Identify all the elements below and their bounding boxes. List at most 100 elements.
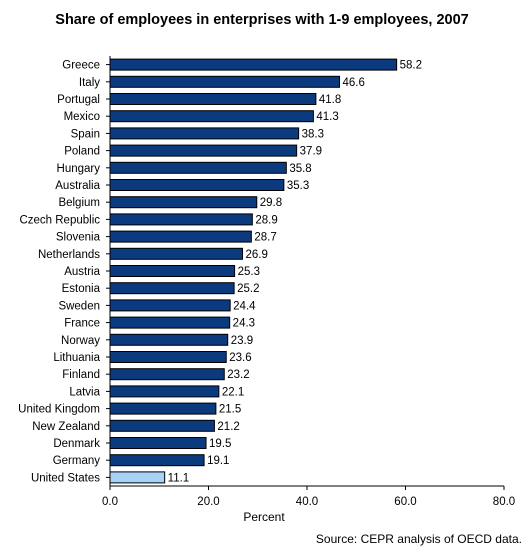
x-axis-label: Percent: [243, 510, 285, 524]
bar: [109, 471, 166, 484]
value-label: 35.8: [289, 163, 311, 175]
bar-group: United States 11.1: [31, 471, 190, 484]
bar-group: Poland 37.9: [64, 144, 322, 158]
bar-group: Belgium 29.8: [58, 196, 282, 209]
bar-group: Netherlands 26.9: [38, 247, 268, 261]
value-label: 23.6: [229, 352, 251, 364]
bar-group: Czech Republic 28.9: [19, 213, 278, 226]
bar-group: New Zealand 21.2: [32, 419, 240, 433]
value-label: 58.2: [400, 60, 422, 72]
bar: [109, 282, 235, 295]
bar: [109, 247, 243, 260]
value-label: 19.5: [209, 438, 231, 450]
category-label: Mexico: [64, 111, 100, 123]
category-label: Belgium: [58, 197, 100, 209]
category-label: Italy: [79, 77, 100, 89]
category-label: Germany: [53, 455, 101, 467]
bar: [109, 402, 217, 415]
value-label: 11.1: [168, 472, 190, 484]
value-label: 41.8: [319, 94, 341, 106]
bar-group: Sweden 24.4: [58, 299, 256, 312]
bar-group: Greece 58.2: [62, 58, 422, 72]
value-label: 19.1: [207, 455, 229, 467]
bar: [109, 213, 253, 226]
bar: [109, 161, 287, 174]
bar: [109, 385, 220, 398]
value-label: 23.9: [231, 335, 253, 347]
category-label: Greece: [62, 60, 100, 72]
value-label: 25.2: [237, 283, 259, 295]
value-label: 26.9: [245, 249, 267, 261]
bar: [109, 333, 229, 346]
value-label: 21.5: [219, 404, 241, 416]
value-label: 41.3: [316, 111, 338, 123]
bar: [109, 265, 236, 277]
bar: [109, 351, 227, 363]
bar: [109, 58, 398, 71]
value-label: 25.3: [238, 266, 260, 278]
category-label: Sweden: [58, 300, 100, 312]
category-label: United States: [31, 472, 100, 484]
category-label: Estonia: [62, 283, 101, 295]
category-label: Latvia: [69, 386, 100, 398]
category-label: Netherlands: [38, 249, 100, 261]
category-label: New Zealand: [32, 421, 100, 433]
category-label: Czech Republic: [19, 214, 100, 226]
bar-group: Latvia 22.1: [69, 385, 244, 398]
bar-group: Slovenia 28.7: [56, 230, 277, 244]
value-label: 29.8: [260, 197, 282, 209]
bar: [109, 368, 225, 381]
source-note: Source: CEPR analysis of OECD data.: [316, 532, 522, 546]
bar-group: France 24.3: [64, 316, 255, 330]
value-label: 37.9: [300, 146, 322, 158]
bar: [109, 419, 215, 432]
category-label: Denmark: [53, 438, 100, 450]
bar-group: Hungary 35.8: [57, 161, 312, 175]
value-label: 24.3: [233, 318, 255, 330]
bar-group: Lithuania 23.6: [53, 351, 252, 364]
value-label: 38.3: [302, 128, 324, 140]
x-tick-label: 60.0: [394, 496, 416, 508]
category-label: Australia: [55, 180, 100, 192]
value-label: 28.7: [254, 232, 276, 244]
bar: [109, 437, 207, 449]
category-label: Lithuania: [53, 352, 100, 364]
value-label: 23.2: [227, 369, 249, 381]
bar-group: Finland 23.2: [62, 368, 250, 381]
bar-group: Mexico 41.3: [64, 110, 339, 123]
x-tick-label: 80.0: [493, 496, 515, 508]
bar: [109, 196, 258, 209]
bar-group: Germany 19.1: [53, 454, 229, 467]
value-label: 46.6: [343, 77, 365, 89]
bar-group: Italy 46.6: [79, 75, 365, 89]
bar-group: Denmark 19.5: [53, 437, 231, 450]
category-label: Slovenia: [56, 232, 101, 244]
category-label: Poland: [64, 146, 100, 158]
value-label: 21.2: [217, 421, 239, 433]
bar: [109, 316, 231, 329]
bar: [109, 230, 252, 243]
x-axis-ticks: 0.0 20.0 40.0 60.0 80.0: [102, 486, 515, 508]
value-label: 28.9: [255, 214, 277, 226]
category-label: Austria: [64, 266, 100, 278]
x-tick-label: 40.0: [296, 496, 318, 508]
category-label: Hungary: [57, 163, 101, 175]
bar: [109, 127, 300, 140]
bar: [109, 179, 285, 191]
chart-title: Share of employees in enterprises with 1…: [55, 12, 468, 28]
x-tick-label: 0.0: [102, 496, 118, 508]
category-label: Norway: [61, 335, 100, 347]
bars: Greece 58.2 Italy 46.6 Portugal 41.8 Mexico 41.…: [18, 58, 422, 484]
bar-group: Estonia 25.2: [62, 282, 260, 295]
category-label: Finland: [62, 369, 100, 381]
bar: [109, 93, 317, 105]
x-tick-label: 20.0: [197, 496, 219, 508]
bar: [109, 454, 205, 467]
bar-group: United Kingdom 21.5: [18, 402, 241, 416]
bar: [109, 75, 341, 88]
bar-group: Australia 35.3: [55, 179, 309, 192]
bar-group: Portugal 41.8: [57, 93, 341, 106]
category-label: Portugal: [57, 94, 100, 106]
